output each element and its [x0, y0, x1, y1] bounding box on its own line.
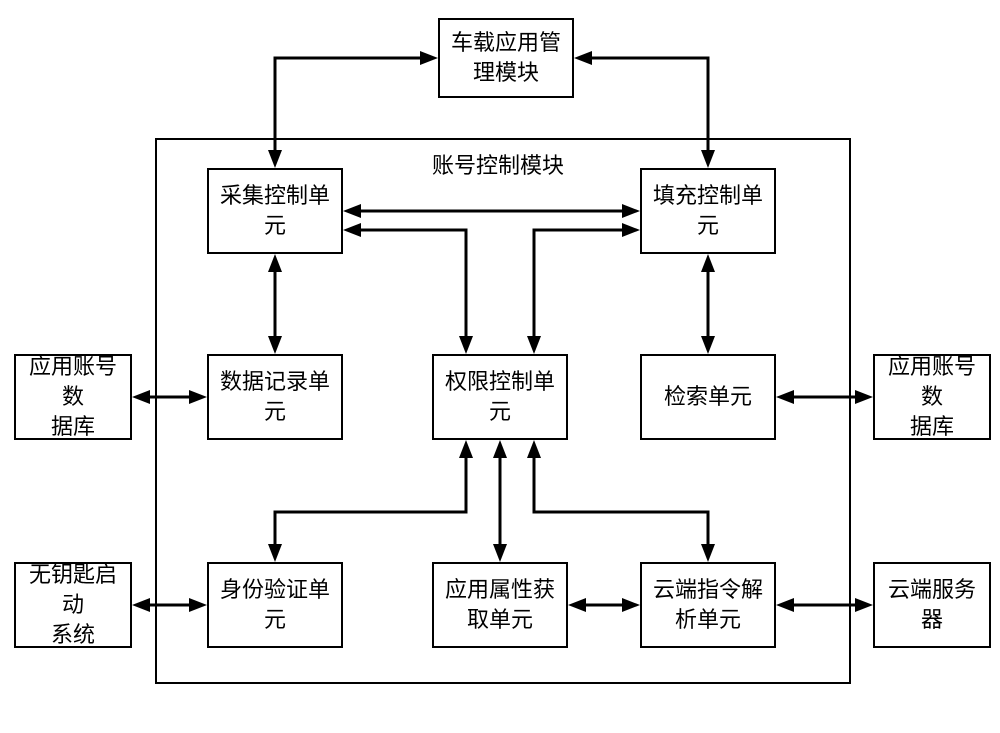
node-identity-verify-unit: 身份验证单元 — [207, 562, 343, 648]
node-data-record-unit: 数据记录单元 — [207, 354, 343, 440]
node-cloud-server: 云端服务器 — [873, 562, 991, 648]
node-label: 无钥匙启动系统 — [20, 560, 126, 649]
node-label: 应用账号数据库 — [20, 352, 126, 441]
node-label: 车载应用管理模块 — [451, 28, 561, 87]
node-label: 权限控制单元 — [445, 367, 555, 426]
node-label: 云端服务器 — [879, 575, 985, 634]
node-label: 应用账号数据库 — [879, 352, 985, 441]
account-control-module-label: 账号控制模块 — [432, 148, 564, 180]
diagram-canvas: 账号控制模块 车载应用管理模块 采集控制单元 填充控制单元 数据记录单元 权限控… — [0, 0, 1000, 733]
node-vehicle-app-mgmt: 车载应用管理模块 — [438, 18, 574, 98]
node-label: 云端指令解析单元 — [653, 575, 763, 634]
node-label: 检索单元 — [664, 382, 752, 412]
node-app-account-db-left: 应用账号数据库 — [14, 354, 132, 440]
node-label: 应用属性获取单元 — [445, 575, 555, 634]
node-cloud-cmd-parse-unit: 云端指令解析单元 — [640, 562, 776, 648]
node-search-unit: 检索单元 — [640, 354, 776, 440]
node-permission-control: 权限控制单元 — [432, 354, 568, 440]
node-app-account-db-right: 应用账号数据库 — [873, 354, 991, 440]
node-label: 填充控制单元 — [653, 181, 763, 240]
node-fill-control-unit: 填充控制单元 — [640, 168, 776, 254]
node-label: 数据记录单元 — [220, 367, 330, 426]
node-app-attr-unit: 应用属性获取单元 — [432, 562, 568, 648]
node-keyless-start-system: 无钥匙启动系统 — [14, 562, 132, 648]
node-label: 采集控制单元 — [220, 181, 330, 240]
node-collect-control-unit: 采集控制单元 — [207, 168, 343, 254]
node-label: 身份验证单元 — [220, 575, 330, 634]
